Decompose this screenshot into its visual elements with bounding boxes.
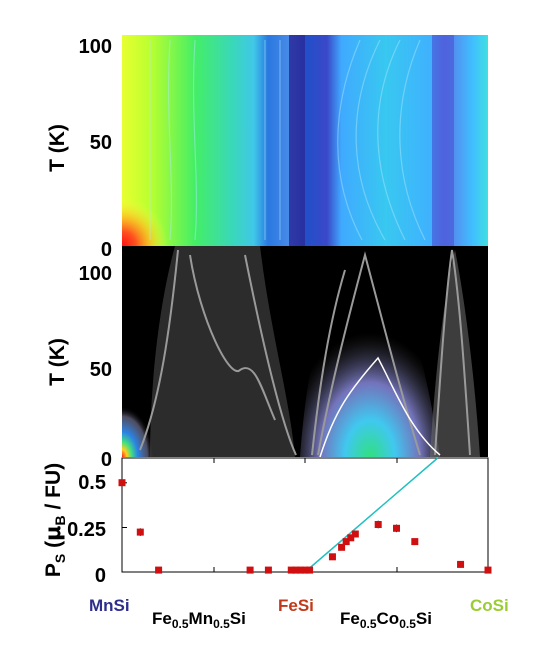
data-point [136, 528, 144, 536]
data-point [347, 534, 355, 542]
bottom-ytick-label: 0.5 [78, 472, 106, 494]
compound-label-fe-mn-si: Fe0.5Mn0.5Si [152, 609, 246, 631]
bottom-ytick-label: 0.25 [67, 519, 106, 541]
plot-frame [121, 457, 489, 573]
data-point [328, 553, 336, 561]
data-point [292, 566, 300, 574]
middle-ytick-label: 100 [79, 263, 112, 285]
data-point [264, 566, 272, 574]
top-hot-corner [122, 100, 262, 246]
compound-label-fesi: FeSi [278, 596, 314, 615]
data-point [301, 566, 309, 574]
bottom-ylabel: PS (μB / FU) [41, 463, 68, 577]
top-ytick-label: 0 [101, 239, 112, 261]
data-point [296, 566, 304, 574]
composition-labels: MnSi Fe0.5Mn0.5Si FeSi Fe0.5Co0.5Si CoSi [89, 596, 509, 631]
data-point [411, 538, 419, 546]
data-point [118, 479, 126, 487]
data-markers [118, 479, 492, 574]
middle-white-contour [319, 356, 441, 458]
compound-label-fe-co-si: Fe0.5Co0.5Si [340, 609, 432, 631]
data-point [155, 566, 163, 574]
top-dark-band [289, 35, 305, 246]
data-point [246, 566, 254, 574]
bottom-ytick-label: 0 [95, 565, 106, 587]
top-ytick-label: 50 [90, 132, 112, 154]
data-point [484, 566, 492, 574]
data-point [306, 566, 314, 574]
top-ytick-label: 100 [79, 36, 112, 58]
bottom-panel: 0.5 0.25 0 PS (μB / FU) [41, 457, 492, 587]
data-point [374, 521, 382, 528]
middle-ytick-label: 50 [90, 359, 112, 381]
middle-grey-lobe [150, 246, 295, 457]
middle-ytick-label: 0 [101, 449, 112, 471]
top-ylabel: T (K) [46, 124, 69, 172]
data-point [393, 524, 400, 532]
middle-contours [139, 249, 471, 456]
top-contours [149, 39, 426, 241]
compound-label-cosi: CoSi [470, 596, 509, 615]
fit-line [304, 457, 439, 573]
compound-label-mnsi: MnSi [89, 596, 130, 615]
data-point [338, 543, 346, 551]
top-dark-band [432, 35, 454, 246]
middle-panel: 100 50 0 T (K) [46, 246, 488, 471]
data-point [351, 530, 359, 538]
data-point [457, 560, 465, 568]
middle-ylabel: T (K) [46, 338, 69, 386]
top-panel: 100 50 0 T (K) [46, 35, 488, 261]
data-point [342, 538, 350, 546]
data-point [287, 566, 295, 574]
